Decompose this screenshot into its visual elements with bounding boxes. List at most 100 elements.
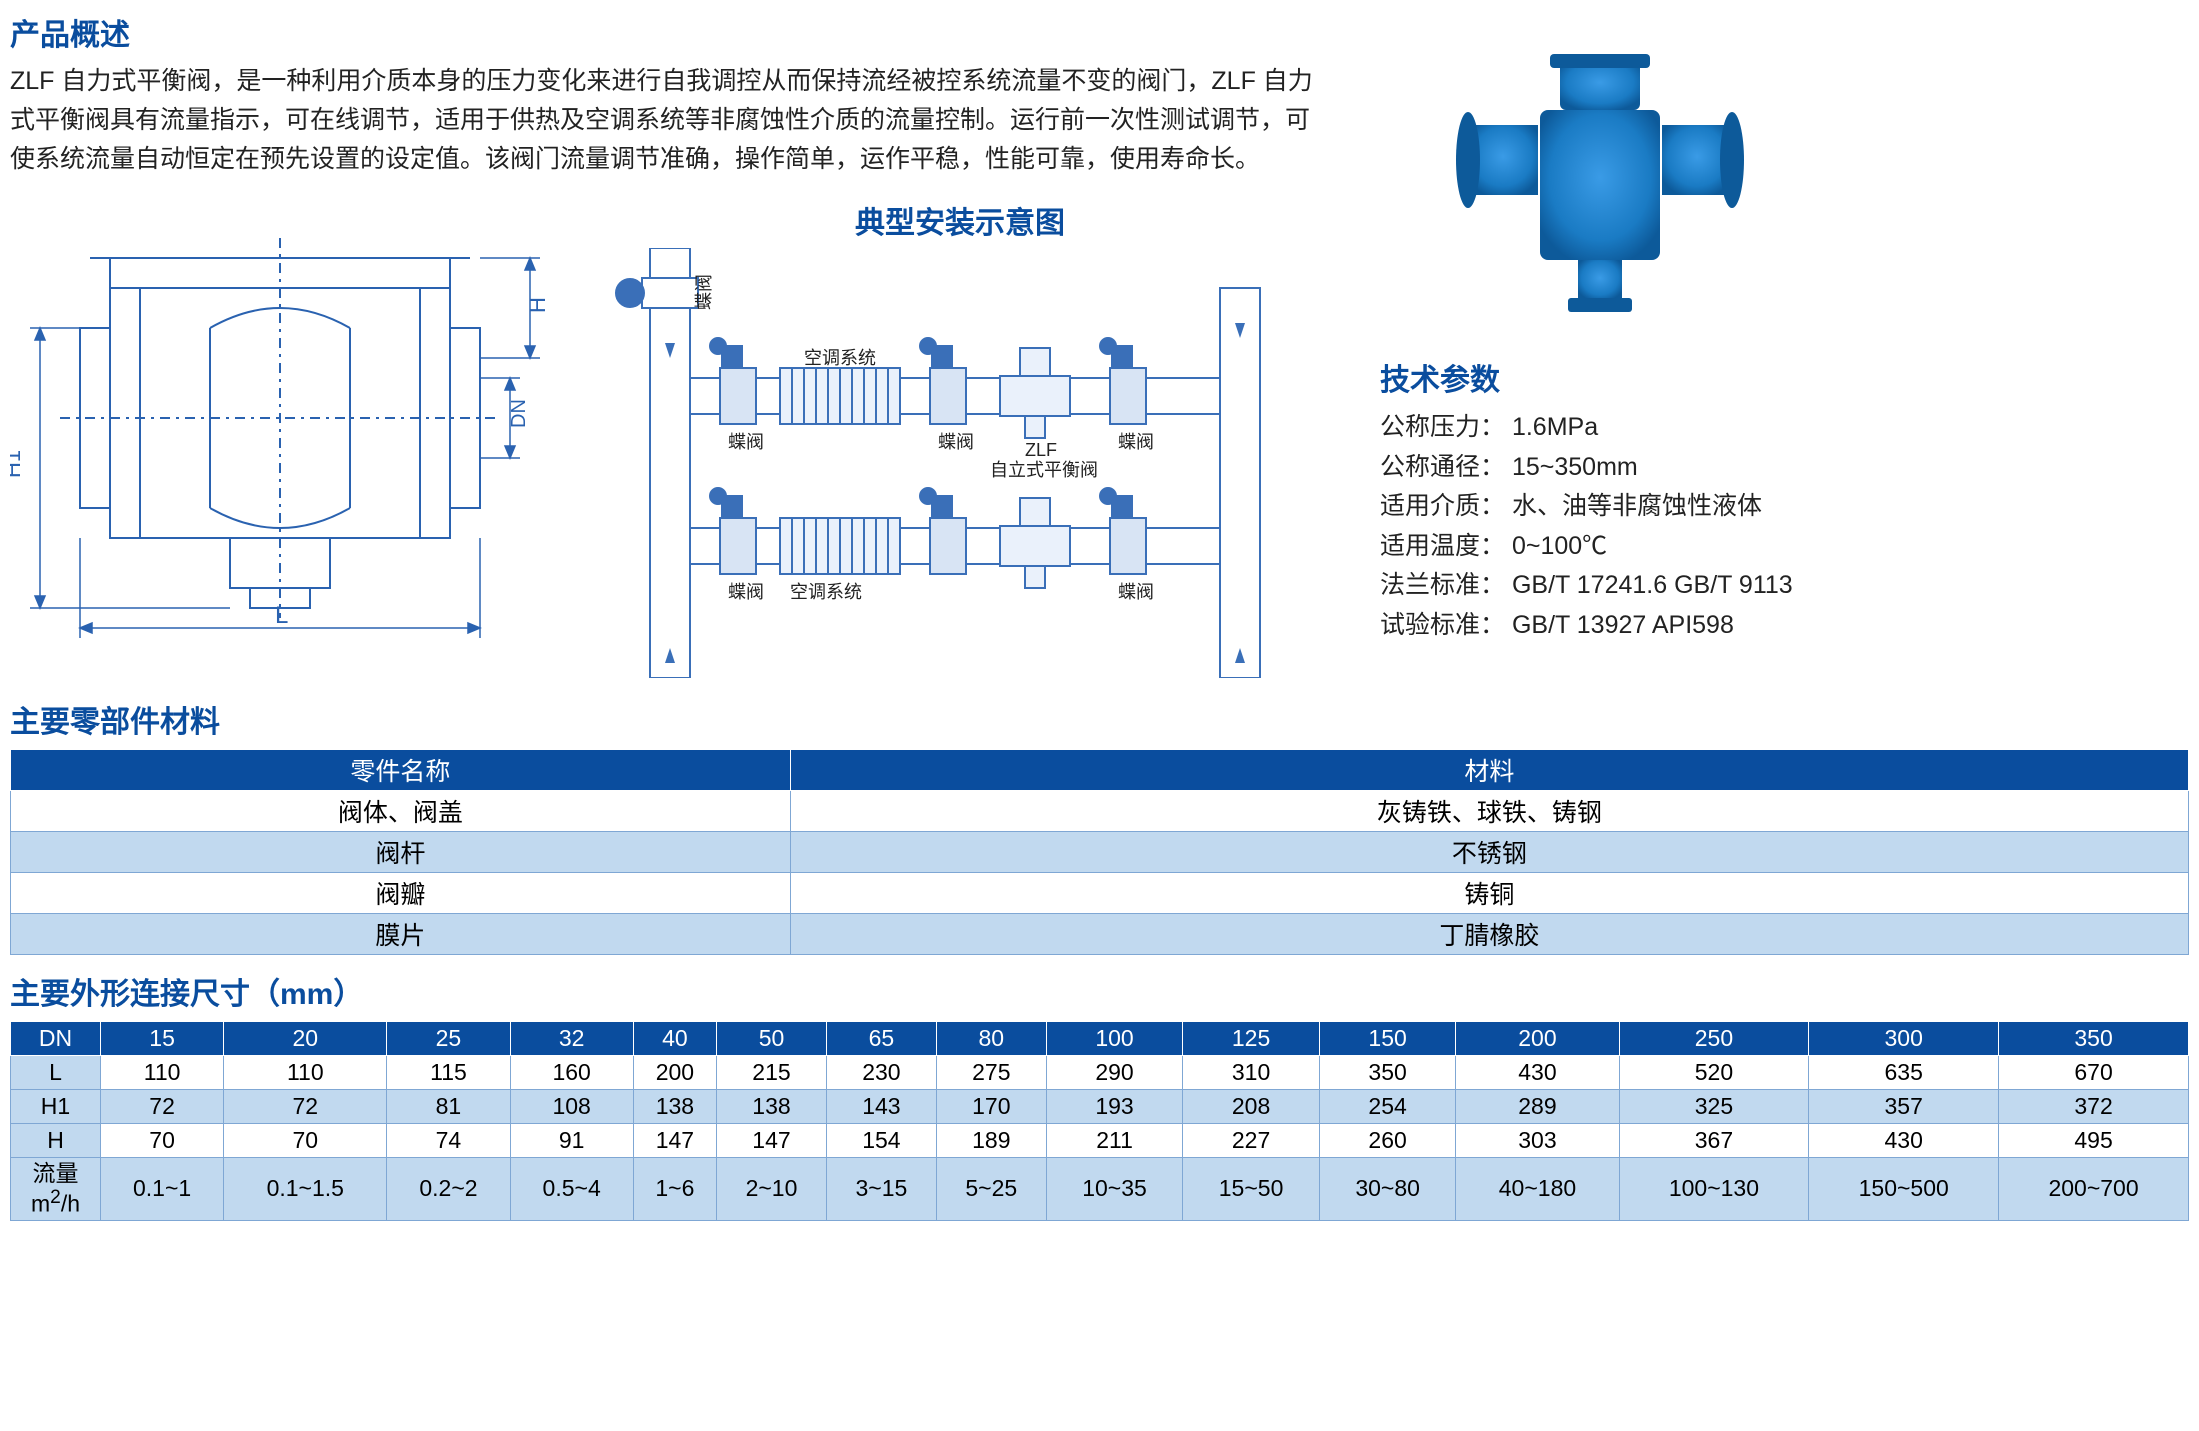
svg-text:空调系统: 空调系统: [804, 348, 876, 368]
dim-l-label: L: [275, 602, 288, 629]
tech-param: 公称压力： 1.6MPa: [1380, 409, 1820, 447]
table-cell: 189: [936, 1124, 1046, 1158]
table-cell: 138: [633, 1090, 716, 1124]
table-cell: 0.1~1: [101, 1158, 224, 1220]
tech-param: 试验标准： GB/T 13927 API598: [1380, 607, 1820, 645]
table-cell: 260: [1319, 1124, 1456, 1158]
table-cell: 110: [101, 1056, 224, 1090]
table-cell: 289: [1456, 1090, 1619, 1124]
table-cell: 520: [1619, 1056, 1809, 1090]
table-cell: 215: [717, 1056, 827, 1090]
tech-title: 技术参数: [1380, 355, 1820, 399]
table-cell: 灰铸铁、球铁、铸钢: [790, 791, 2188, 832]
table-cell: 30~80: [1319, 1158, 1456, 1220]
materials-table: 零件名称材料 阀体、阀盖灰铸铁、球铁、铸钢阀杆不锈钢阀瓣铸铜膜片丁腈橡胶: [10, 749, 2189, 955]
table-cell: 81: [387, 1090, 510, 1124]
table-cell: 310: [1183, 1056, 1320, 1090]
table-cell: 325: [1619, 1090, 1809, 1124]
tech-param: 法兰标准： GB/T 17241.6 GB/T 9113: [1380, 567, 1820, 605]
table-header: 125: [1183, 1022, 1320, 1056]
table-cell: 150~500: [1809, 1158, 1999, 1220]
table-cell: 70: [224, 1124, 387, 1158]
table-header: DN: [11, 1022, 101, 1056]
table-cell: 200~700: [1999, 1158, 2189, 1220]
table-cell: 5~25: [936, 1158, 1046, 1220]
dim-h-label: H: [525, 297, 550, 313]
table-cell: 不锈钢: [790, 832, 2188, 873]
product-image: [1380, 30, 1820, 335]
table-header: 300: [1809, 1022, 1999, 1056]
table-cell: 40~180: [1456, 1158, 1619, 1220]
svg-text:蝶阀: 蝶阀: [938, 432, 974, 452]
table-cell: 372: [1999, 1090, 2189, 1124]
table-cell: 254: [1319, 1090, 1456, 1124]
table-cell: 115: [387, 1056, 510, 1090]
table-cell: 208: [1183, 1090, 1320, 1124]
table-cell: 154: [826, 1124, 936, 1158]
table-header: 40: [633, 1022, 716, 1056]
table-cell: 357: [1809, 1090, 1999, 1124]
install-diagram: 典型安装示意图: [600, 198, 1320, 683]
table-cell: 丁腈橡胶: [790, 914, 2188, 955]
table-cell: 430: [1456, 1056, 1619, 1090]
materials-title: 主要零部件材料: [10, 697, 2189, 741]
table-cell: 495: [1999, 1124, 2189, 1158]
svg-text:自立式平衡阀: 自立式平衡阀: [990, 460, 1098, 480]
table-header: 65: [826, 1022, 936, 1056]
tech-param: 适用温度： 0~100℃: [1380, 528, 1820, 566]
table-cell: 670: [1999, 1056, 2189, 1090]
tech-param: 适用介质： 水、油等非腐蚀性液体: [1380, 488, 1820, 526]
table-cell: 367: [1619, 1124, 1809, 1158]
dimensions-table: DN1520253240506580100125150200250300350 …: [10, 1021, 2189, 1220]
table-header: 25: [387, 1022, 510, 1056]
table-cell: 147: [717, 1124, 827, 1158]
row-header: L: [11, 1056, 101, 1090]
table-cell: 230: [826, 1056, 936, 1090]
table-header: 15: [101, 1022, 224, 1056]
svg-text:蝶阀: 蝶阀: [1118, 582, 1154, 602]
table-cell: 72: [224, 1090, 387, 1124]
table-header: 350: [1999, 1022, 2189, 1056]
table-cell: 110: [224, 1056, 387, 1090]
dimensions-title: 主要外形连接尺寸（mm）: [10, 969, 2189, 1013]
table-header: 150: [1319, 1022, 1456, 1056]
svg-text:空调系统: 空调系统: [790, 582, 862, 602]
svg-text:蝶阀: 蝶阀: [1118, 432, 1154, 452]
table-cell: 290: [1046, 1056, 1183, 1090]
table-cell: 3~15: [826, 1158, 936, 1220]
table-cell: 膜片: [11, 914, 791, 955]
table-cell: 0.2~2: [387, 1158, 510, 1220]
row-header: 流量m2/h: [11, 1158, 101, 1220]
table-cell: 211: [1046, 1124, 1183, 1158]
dim-h1-label: H1: [10, 450, 25, 478]
table-cell: 阀体、阀盖: [11, 791, 791, 832]
svg-text:蝶阀: 蝶阀: [694, 274, 714, 310]
table-cell: 170: [936, 1090, 1046, 1124]
outline-diagram: L H1 H: [10, 198, 570, 663]
table-cell: 635: [1809, 1056, 1999, 1090]
table-cell: 147: [633, 1124, 716, 1158]
table-cell: 15~50: [1183, 1158, 1320, 1220]
table-cell: 227: [1183, 1124, 1320, 1158]
table-header: 200: [1456, 1022, 1619, 1056]
svg-text:ZLF: ZLF: [1025, 440, 1057, 460]
table-cell: 138: [717, 1090, 827, 1124]
table-cell: 74: [387, 1124, 510, 1158]
table-header: 50: [717, 1022, 827, 1056]
table-cell: 108: [510, 1090, 633, 1124]
table-cell: 阀瓣: [11, 873, 791, 914]
table-cell: 275: [936, 1056, 1046, 1090]
table-cell: 193: [1046, 1090, 1183, 1124]
table-cell: 阀杆: [11, 832, 791, 873]
table-cell: 70: [101, 1124, 224, 1158]
table-cell: 10~35: [1046, 1158, 1183, 1220]
table-cell: 100~130: [1619, 1158, 1809, 1220]
table-cell: 200: [633, 1056, 716, 1090]
table-cell: 铸铜: [790, 873, 2188, 914]
dim-dn-label: DN: [508, 399, 530, 428]
row-header: H: [11, 1124, 101, 1158]
table-cell: 430: [1809, 1124, 1999, 1158]
svg-text:蝶阀: 蝶阀: [728, 582, 764, 602]
table-cell: 350: [1319, 1056, 1456, 1090]
table-header: 80: [936, 1022, 1046, 1056]
